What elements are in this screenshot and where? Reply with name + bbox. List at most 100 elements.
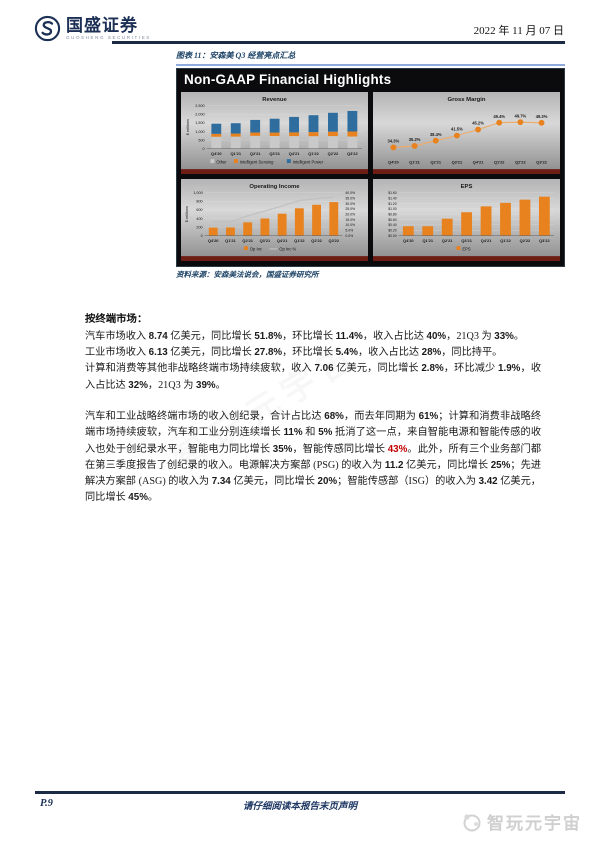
svg-text:Q1'22: Q1'22 <box>500 238 511 243</box>
svg-text:Q2'21: Q2'21 <box>442 238 453 243</box>
header-divider <box>112 41 565 44</box>
financial-highlights-panel: Non-GAAP Financial Highlights Revenue 0 50… <box>176 68 565 267</box>
svg-text:$0.40: $0.40 <box>388 223 397 227</box>
svg-text:2,000: 2,000 <box>195 113 204 117</box>
svg-text:Q1'21: Q1'21 <box>422 238 433 243</box>
svg-text:$1.60: $1.60 <box>388 191 397 195</box>
svg-text:Q2'21: Q2'21 <box>242 238 253 243</box>
svg-text:30.0%: 30.0% <box>345 202 355 206</box>
svg-text:Q1'22: Q1'22 <box>494 159 505 164</box>
page-number: P.9 <box>40 798 53 809</box>
svg-text:$0.20: $0.20 <box>388 229 397 233</box>
svg-text:$0.80: $0.80 <box>388 213 397 217</box>
svg-text:1,000: 1,000 <box>195 130 204 134</box>
panel-title: Non-GAAP Financial Highlights <box>184 72 392 87</box>
brand-logo: 国盛证券 GUOSHENG SECURITIES <box>34 15 151 42</box>
paragraph: 汽车市场收入 8.74 亿美元，同比增长 51.8%，环比增长 11.4%，收入… <box>85 330 525 342</box>
svg-text:Op Inc: Op Inc <box>250 246 262 251</box>
svg-text:1,000: 1,000 <box>193 191 202 195</box>
svg-text:1,500: 1,500 <box>195 121 204 125</box>
svg-text:Q4'21: Q4'21 <box>481 238 492 243</box>
svg-text:Q3'21: Q3'21 <box>269 151 280 156</box>
svg-text:49.4%: 49.4% <box>493 114 505 119</box>
revenue-chart: Revenue 0 500 1,000 1,500 2,000 2,500 $ million… <box>181 92 368 174</box>
body-paragraphs: 汽车市场收入 8.74 亿美元，同比增长 51.8%，环比增长 11.4%，收入… <box>85 329 541 507</box>
svg-text:Q2'22: Q2'22 <box>311 238 322 243</box>
watermark-logo-icon <box>463 813 481 831</box>
svg-text:35.2%: 35.2% <box>409 137 421 142</box>
svg-text:Q4'20: Q4'20 <box>211 151 222 156</box>
svg-text:40.0%: 40.0% <box>345 191 355 195</box>
svg-text:Op Inc %: Op Inc % <box>279 246 296 251</box>
svg-text:Revenue: Revenue <box>262 97 287 103</box>
svg-text:EPS: EPS <box>462 246 471 251</box>
svg-text:Other: Other <box>216 159 227 164</box>
body-heading: 按终端市场： <box>85 314 148 325</box>
svg-text:41.5%: 41.5% <box>451 127 463 132</box>
svg-text:Q3'22: Q3'22 <box>347 151 358 156</box>
svg-text:200: 200 <box>196 225 202 229</box>
caption-divider <box>176 64 565 66</box>
svg-text:Q4'20: Q4'20 <box>403 238 414 243</box>
svg-text:$ millions: $ millions <box>185 119 190 135</box>
svg-text:Q3'22: Q3'22 <box>539 238 550 243</box>
report-date: 2022 年 11 月 07 日 <box>473 25 564 37</box>
source-line: 资料来源：安森美法说会，国盛证券研究所 <box>176 270 319 279</box>
svg-text:$1.40: $1.40 <box>388 196 397 200</box>
svg-text:Q3'21: Q3'21 <box>260 238 271 243</box>
svg-text:Q4'21: Q4'21 <box>289 151 300 156</box>
brand-subtitle: GUOSHENG SECURITIES <box>66 34 151 40</box>
svg-text:Q1'21: Q1'21 <box>409 159 420 164</box>
operating-income-chart: Operating Income 0 200 400 600 800 1,000 0.0%5.… <box>181 179 368 261</box>
svg-text:Q4'21: Q4'21 <box>473 159 484 164</box>
svg-text:Q4'20: Q4'20 <box>388 159 399 164</box>
svg-text:Q2'22: Q2'22 <box>520 238 531 243</box>
brand-name: 国盛证券 <box>66 15 138 35</box>
svg-text:600: 600 <box>196 208 202 212</box>
svg-text:34.3%: 34.3% <box>388 139 400 144</box>
svg-text:Operating Income: Operating Income <box>249 184 300 190</box>
eps-chart: EPS $0.00$0.20 $0.40$0.60$0.80 $1.00$1.20 $1… <box>373 179 560 261</box>
svg-text:45.2%: 45.2% <box>472 121 484 126</box>
body-text: 按终端市场： 汽车市场收入 8.74 亿美元，同比增长 51.8%，环比增长 1… <box>85 312 541 507</box>
svg-text:Q1'21: Q1'21 <box>225 238 236 243</box>
svg-text:$1.00: $1.00 <box>388 207 397 211</box>
svg-text:0: 0 <box>203 147 205 151</box>
svg-text:Q3'22: Q3'22 <box>329 238 340 243</box>
svg-text:EPS: EPS <box>461 184 473 190</box>
svg-text:800: 800 <box>196 200 202 204</box>
svg-text:$1.20: $1.20 <box>388 202 397 206</box>
svg-text:400: 400 <box>196 217 202 221</box>
svg-text:Q1'21: Q1'21 <box>230 151 241 156</box>
svg-text:Intelligent Power: Intelligent Power <box>293 159 324 164</box>
svg-text:49.3%: 49.3% <box>536 114 548 119</box>
svg-text:49.7%: 49.7% <box>515 113 527 118</box>
gross-margin-chart: Gross Margin 34.3% 35.2% 38.4% 41.5% 45.2% 49.… <box>373 92 560 174</box>
footer-disclaimer: 请仔细阅读本报告末页声明 <box>242 802 357 812</box>
svg-text:Q4'21: Q4'21 <box>277 238 288 243</box>
footer-divider <box>35 791 565 794</box>
guosheng-logo-icon <box>34 15 61 42</box>
svg-text:25.0%: 25.0% <box>345 207 355 211</box>
svg-text:38.4%: 38.4% <box>430 132 442 137</box>
charts-grid: Revenue 0 500 1,000 1,500 2,000 2,500 $ million… <box>177 89 564 266</box>
svg-text:Q1'22: Q1'22 <box>308 151 319 156</box>
figure-caption: 图表 11：安森美 Q3 经营亮点汇总 <box>176 51 296 60</box>
bottom-watermark: 智玩元宇宙 <box>461 809 582 834</box>
svg-text:Q3'21: Q3'21 <box>452 159 463 164</box>
svg-text:$0.60: $0.60 <box>388 218 397 222</box>
svg-text:Q2'22: Q2'22 <box>515 159 526 164</box>
svg-text:$ millions: $ millions <box>184 206 189 222</box>
svg-text:Q3'21: Q3'21 <box>461 238 472 243</box>
svg-text:10.0%: 10.0% <box>345 223 355 227</box>
svg-text:Q4'20: Q4'20 <box>208 238 219 243</box>
svg-text:Q2'22: Q2'22 <box>328 151 339 156</box>
svg-text:Q2'21: Q2'21 <box>430 159 441 164</box>
paragraph: 工业市场收入 6.13 亿美元，同比增长 27.8%，环比增长 5.4%，收入占… <box>85 346 503 358</box>
svg-text:20.0%: 20.0% <box>345 213 355 217</box>
svg-text:$0.00: $0.00 <box>388 234 397 238</box>
svg-text:Gross Margin: Gross Margin <box>447 97 485 103</box>
svg-text:0: 0 <box>201 234 203 238</box>
svg-text:500: 500 <box>198 138 204 142</box>
